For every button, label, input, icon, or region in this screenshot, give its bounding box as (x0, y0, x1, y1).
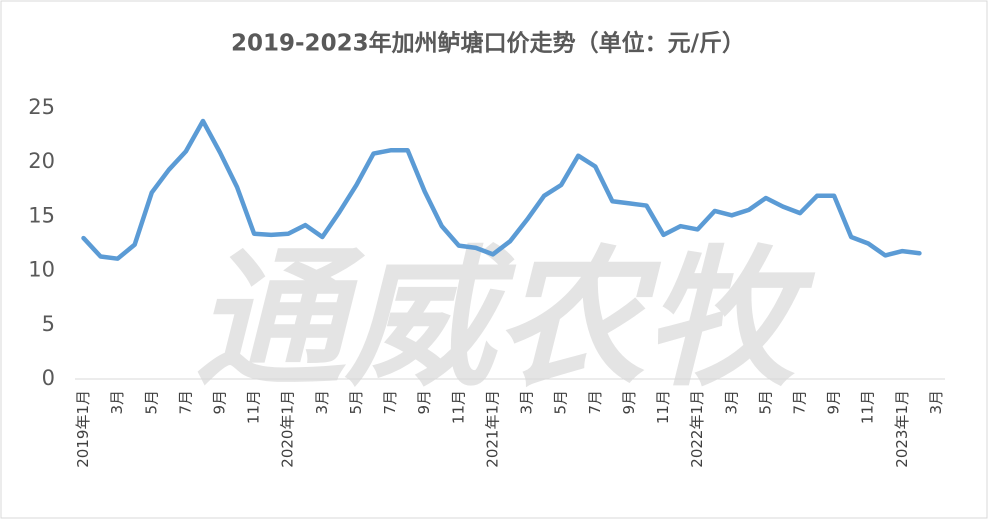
x-tick-label: 3月 (518, 390, 536, 415)
x-tick-label: 5月 (347, 390, 365, 415)
x-tick-label: 9月 (211, 390, 229, 415)
line (81, 118, 922, 261)
chart-title: 2019-2023年加州鲈塘口价走势（单位：元/斤） (231, 30, 745, 57)
y-tick-label: 20 (28, 149, 55, 173)
x-tick-label: 9月 (620, 390, 638, 415)
x-tick-label: 5月 (142, 390, 160, 415)
x-tick-label: 3月 (313, 390, 331, 415)
x-tick-label: 7月 (176, 390, 194, 415)
x-tick-label: 2019年1月 (74, 390, 92, 468)
x-tick-label: 9月 (415, 390, 433, 415)
y-tick-label: 0 (42, 366, 55, 390)
x-tick-label: 3月 (722, 390, 740, 415)
x-tick-label: 11月 (245, 390, 263, 424)
y-tick-label: 25 (28, 95, 55, 119)
watermark: 通威农牧 (195, 233, 816, 407)
x-tick-label: 7月 (586, 390, 604, 415)
x-tick-label: 7月 (791, 390, 809, 415)
x-tick-label: 2022年1月 (688, 390, 706, 468)
x-tick-label: 5月 (552, 390, 570, 415)
x-tick-label: 2020年1月 (279, 390, 297, 468)
x-tick-label: 11月 (654, 390, 672, 424)
x-tick-label: 9月 (825, 390, 843, 415)
x-tick-label: 7月 (381, 390, 399, 415)
x-tick-label: 11月 (449, 390, 467, 424)
x-tick-label: 11月 (859, 390, 877, 424)
x-tick-label: 2023年1月 (893, 390, 911, 468)
y-tick-label: 10 (28, 258, 55, 282)
x-tick-label: 3月 (927, 390, 945, 415)
y-tick-label: 15 (28, 203, 55, 227)
y-tick-label: 5 (42, 312, 55, 336)
x-tick-label: 2021年1月 (483, 390, 501, 468)
x-tick-label: 5月 (756, 390, 774, 415)
x-tick-label: 3月 (108, 390, 126, 415)
